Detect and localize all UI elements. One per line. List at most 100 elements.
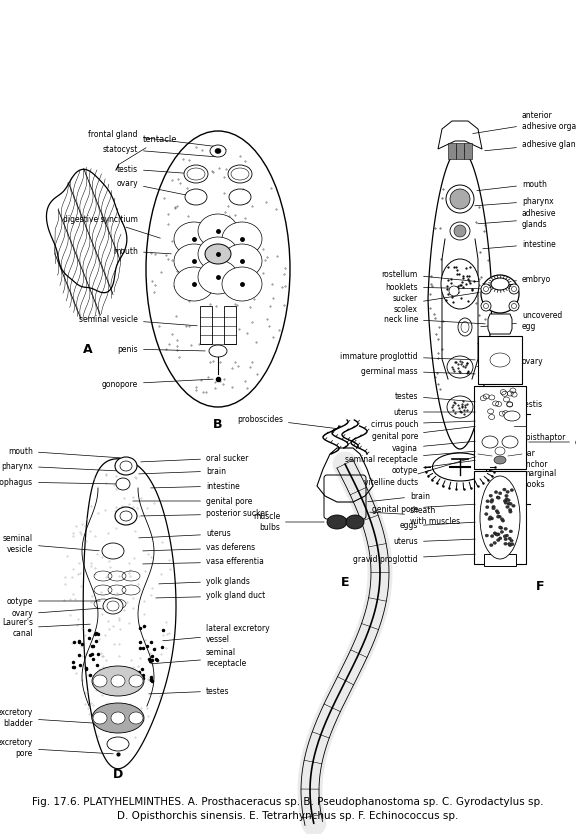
Ellipse shape <box>502 436 518 448</box>
Ellipse shape <box>454 225 466 237</box>
Ellipse shape <box>493 532 497 535</box>
Text: tentacle: tentacle <box>120 134 177 163</box>
Text: neck line: neck line <box>384 314 485 324</box>
Ellipse shape <box>494 456 506 464</box>
Text: eggs: eggs <box>400 521 475 530</box>
Ellipse shape <box>198 237 238 271</box>
Text: intestine: intestine <box>151 481 240 490</box>
Ellipse shape <box>215 148 221 153</box>
Text: excretory
pore: excretory pore <box>0 738 113 758</box>
Text: pharynx: pharynx <box>1 461 118 471</box>
Text: B: B <box>213 418 223 430</box>
Ellipse shape <box>505 498 509 500</box>
Ellipse shape <box>103 598 123 614</box>
Bar <box>484 554 516 566</box>
Text: C: C <box>510 490 520 504</box>
Text: uterus: uterus <box>393 408 475 416</box>
Ellipse shape <box>508 544 512 547</box>
Text: oesophagus: oesophagus <box>0 478 118 486</box>
Ellipse shape <box>509 502 512 505</box>
Ellipse shape <box>346 515 364 529</box>
Text: uterus: uterus <box>393 537 475 546</box>
Text: vas deferens: vas deferens <box>143 544 255 552</box>
Ellipse shape <box>174 244 214 278</box>
Text: ovary: ovary <box>116 178 194 197</box>
Text: adhesive glands: adhesive glands <box>485 139 576 151</box>
Ellipse shape <box>480 476 520 559</box>
Text: seminal vesicle: seminal vesicle <box>79 314 197 326</box>
Text: seminal
vesicle: seminal vesicle <box>3 535 99 554</box>
Ellipse shape <box>507 542 511 545</box>
Text: ootype: ootype <box>7 596 100 605</box>
Bar <box>200 306 212 344</box>
Ellipse shape <box>92 666 144 696</box>
Ellipse shape <box>488 518 491 520</box>
Ellipse shape <box>501 518 504 520</box>
Text: yolk gland duct: yolk gland duct <box>156 591 266 600</box>
Text: bar
anchor: bar anchor <box>491 450 548 469</box>
Text: uterus: uterus <box>139 530 231 539</box>
Bar <box>448 143 456 159</box>
Ellipse shape <box>503 535 507 538</box>
Ellipse shape <box>490 535 494 538</box>
Text: immature proglottid: immature proglottid <box>340 351 475 360</box>
Ellipse shape <box>509 284 519 294</box>
Text: oral sucker: oral sucker <box>141 454 248 463</box>
Text: excretory
bladder: excretory bladder <box>0 708 105 728</box>
Ellipse shape <box>482 436 498 448</box>
Ellipse shape <box>511 505 516 507</box>
Ellipse shape <box>503 500 507 502</box>
Ellipse shape <box>486 505 489 509</box>
Text: genital pore: genital pore <box>372 505 475 514</box>
Ellipse shape <box>229 189 251 205</box>
Ellipse shape <box>504 542 507 545</box>
Text: seminal receptacle: seminal receptacle <box>345 451 475 464</box>
Ellipse shape <box>209 345 227 357</box>
Ellipse shape <box>198 214 238 248</box>
Ellipse shape <box>508 537 511 540</box>
Ellipse shape <box>504 538 507 540</box>
Text: D: D <box>113 767 123 781</box>
Text: adhesive
glands: adhesive glands <box>478 209 556 229</box>
Ellipse shape <box>495 510 499 513</box>
Text: gonopore: gonopore <box>102 379 213 389</box>
Ellipse shape <box>222 222 262 256</box>
Ellipse shape <box>507 502 510 505</box>
Bar <box>456 143 464 159</box>
Ellipse shape <box>486 500 490 503</box>
Ellipse shape <box>505 534 509 537</box>
Ellipse shape <box>447 356 473 378</box>
Ellipse shape <box>184 165 208 183</box>
Ellipse shape <box>509 301 519 311</box>
Text: testis: testis <box>477 399 543 409</box>
Ellipse shape <box>490 544 493 546</box>
Ellipse shape <box>499 526 503 530</box>
Ellipse shape <box>496 511 500 515</box>
Bar <box>478 336 522 384</box>
Text: Laurer's
canal: Laurer's canal <box>2 618 90 638</box>
Text: gravid proglottid: gravid proglottid <box>353 554 475 564</box>
Ellipse shape <box>433 453 487 481</box>
Ellipse shape <box>498 492 502 495</box>
Ellipse shape <box>505 495 508 497</box>
Ellipse shape <box>510 543 514 545</box>
Ellipse shape <box>494 533 498 535</box>
Ellipse shape <box>174 222 214 256</box>
Ellipse shape <box>506 505 509 509</box>
Bar <box>464 143 472 159</box>
Text: vasa efferentia: vasa efferentia <box>143 557 264 566</box>
Text: ootype: ootype <box>392 460 475 475</box>
Text: mouth: mouth <box>8 446 120 458</box>
Text: muscle
bulbs: muscle bulbs <box>253 512 324 532</box>
Ellipse shape <box>111 712 125 724</box>
Text: ovary: ovary <box>529 438 576 446</box>
Ellipse shape <box>228 165 252 183</box>
Ellipse shape <box>92 703 144 733</box>
Ellipse shape <box>484 513 488 515</box>
Ellipse shape <box>509 530 513 533</box>
Ellipse shape <box>93 712 107 724</box>
Text: testes: testes <box>395 391 475 402</box>
Ellipse shape <box>498 515 501 518</box>
Text: digestive syncitium: digestive syncitium <box>63 214 160 239</box>
Text: Fig. 17.6. PLATYHELMINTHES. A. Prosthaceracus sp. B. Pseudophanostoma sp. C. Gyr: Fig. 17.6. PLATYHELMINTHES. A. Prosthace… <box>32 797 544 807</box>
